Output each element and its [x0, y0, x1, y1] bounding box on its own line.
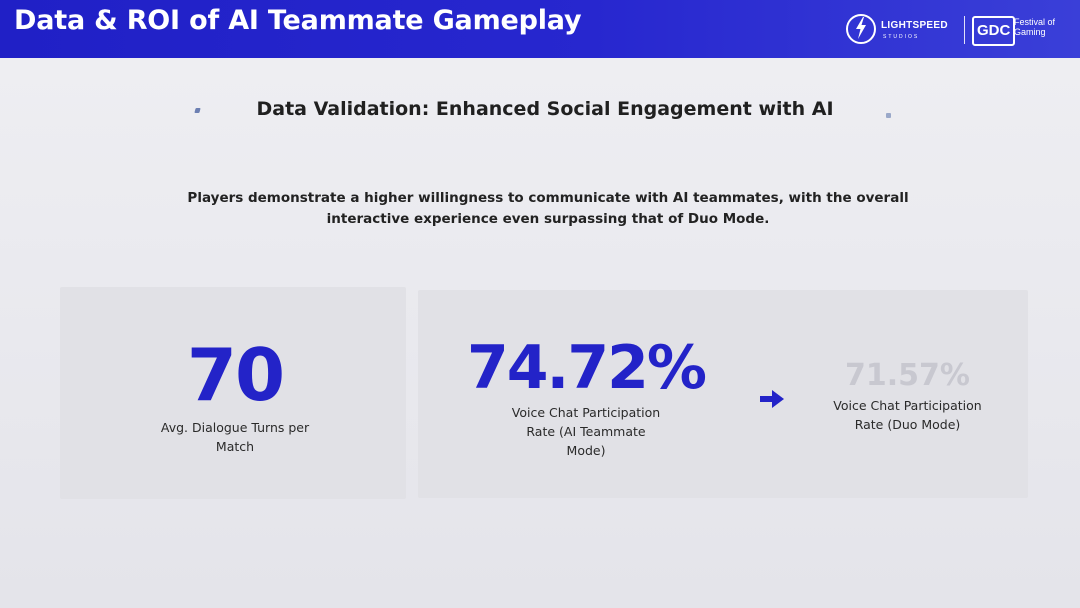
header-bar: Data & ROI of AI Teammate Gameplay LIGHT… — [0, 0, 1080, 58]
metric-value-ai-mode: 74.72% — [467, 333, 707, 403]
metric-card-voice-chat — [418, 290, 1028, 498]
slide-title: Data & ROI of AI Teammate Gameplay — [14, 5, 582, 36]
logo-divider — [964, 16, 965, 44]
metric-label-dialogue-turns: Avg. Dialogue Turns per Match — [160, 420, 310, 454]
gdc-mark: GDC — [972, 16, 1016, 46]
lightning-bolt-icon — [856, 17, 866, 39]
description-text: Players demonstrate a higher willingness… — [187, 190, 909, 227]
lightspeed-studios-wordmark: STUDIOS — [883, 34, 920, 40]
metric-value-duo-mode: 71.57% — [845, 358, 970, 393]
metric-dialogue-turns: 70 Avg. Dialogue Turns per Match — [140, 332, 330, 456]
lightspeed-wordmark: LIGHTSPEED — [881, 20, 948, 31]
gdc-logo: GDC Festival of Gaming — [972, 16, 1072, 46]
decorative-mark-right — [886, 113, 891, 118]
metric-ai-mode: 74.72% Voice Chat Participation Rate (AI… — [455, 333, 717, 460]
metric-duo-mode: 71.57% Voice Chat Participation Rate (Du… — [800, 356, 1015, 434]
logo-circle — [846, 14, 876, 44]
gdc-tagline: Festival of Gaming — [1014, 17, 1056, 37]
metric-value-dialogue-turns: 70 — [186, 333, 285, 417]
arrow-right-icon — [760, 390, 784, 408]
lightspeed-logo: LIGHTSPEED STUDIOS — [846, 14, 958, 48]
metric-label-duo-mode: Voice Chat Participation Rate (Duo Mode) — [833, 398, 982, 432]
metric-card-dialogue — [60, 287, 406, 499]
section-subtitle: Data Validation: Enhanced Social Engagem… — [256, 98, 834, 120]
metric-label-ai-mode: Voice Chat Participation Rate (AI Teamma… — [511, 405, 661, 458]
